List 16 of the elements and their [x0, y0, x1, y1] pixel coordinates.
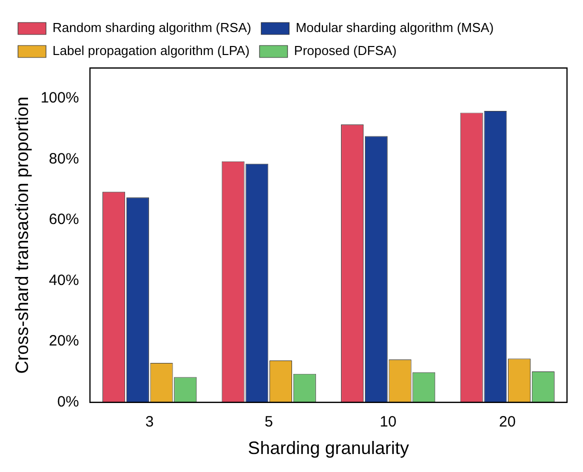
y-tick-label: 0%: [57, 394, 79, 411]
x-tick-label: 10: [380, 414, 396, 431]
legend-label: Label propagation algorithm (LPA): [52, 43, 250, 58]
y-tick-label: 100%: [40, 90, 79, 107]
x-tick-label: 3: [145, 414, 154, 431]
legend-label: Modular sharding algorithm (MSA): [296, 20, 494, 36]
y-tick-label: 60%: [48, 211, 79, 228]
x-tick-label: 5: [264, 414, 274, 431]
y-tick-label: 20%: [48, 332, 79, 350]
y-axis-title: Cross-shard transaction proportion: [12, 96, 32, 374]
legend-label: Proposed (DFSA): [294, 43, 397, 58]
x-tick-label: 20: [499, 414, 516, 431]
x-axis-title: Sharding granularity: [248, 438, 410, 458]
y-tick-label: 80%: [48, 150, 79, 168]
y-tick-label: 40%: [48, 272, 79, 289]
legend-label: Random sharding algorithm (RSA): [52, 20, 252, 36]
